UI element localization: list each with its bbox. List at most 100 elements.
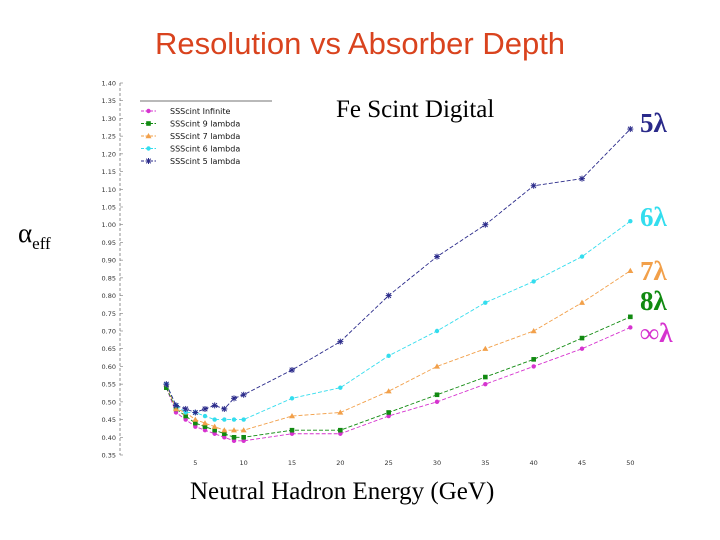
y-axis-label: αeff xyxy=(18,218,51,253)
data-point xyxy=(192,416,199,422)
x-tick-label: 30 xyxy=(433,459,441,467)
legend-entry: SSScint 9 lambda xyxy=(170,120,240,129)
data-point xyxy=(221,427,228,433)
y-tick-label: 1.20 xyxy=(102,150,116,158)
x-tick-label: 15 xyxy=(288,459,296,467)
y-tick-label: 0.95 xyxy=(102,239,116,247)
series-line xyxy=(165,220,631,421)
data-point xyxy=(531,364,536,369)
data-point xyxy=(173,405,179,412)
data-point xyxy=(212,417,217,422)
depth-label-5-lambda: 5λ xyxy=(640,108,667,138)
data-point xyxy=(212,431,217,436)
depth-label-infinite-lambda: ∞λ xyxy=(640,318,673,348)
data-point xyxy=(338,431,343,436)
data-point xyxy=(222,417,227,422)
chart-title: Resolution vs Absorber Depth xyxy=(154,26,566,61)
data-point xyxy=(289,413,295,419)
chart-subtitle: Fe Scint Digital xyxy=(336,96,495,123)
legend-marker xyxy=(146,146,151,151)
depth-label-7-lambda: 7λ xyxy=(640,256,667,286)
data-point xyxy=(579,254,585,259)
data-point xyxy=(192,409,199,416)
data-point xyxy=(434,399,440,405)
data-point xyxy=(240,427,247,433)
data-point xyxy=(202,424,208,429)
y-tick-label: 1.35 xyxy=(102,97,116,105)
data-point xyxy=(386,413,391,419)
y-tick-label: 1.15 xyxy=(102,168,116,176)
data-point xyxy=(628,325,633,330)
data-point xyxy=(289,427,295,433)
data-point xyxy=(289,396,295,401)
legend-entry: SSScint Infinite xyxy=(170,107,231,116)
data-point xyxy=(530,182,537,189)
data-point xyxy=(627,267,634,273)
data-point xyxy=(173,402,179,409)
data-point xyxy=(240,391,247,398)
data-point xyxy=(434,363,440,369)
legend-marker xyxy=(145,133,152,139)
y-tick-label: 1.00 xyxy=(102,221,116,229)
data-point xyxy=(173,410,179,415)
data-point xyxy=(483,381,488,387)
y-tick-label: 0.45 xyxy=(102,416,116,424)
data-point xyxy=(579,175,585,182)
data-point xyxy=(385,388,392,394)
data-point xyxy=(386,410,391,415)
data-point xyxy=(579,299,585,305)
y-tick-label: 1.10 xyxy=(102,186,116,194)
legend-entry: SSScint 7 lambda xyxy=(170,132,240,141)
data-point xyxy=(241,434,246,440)
data-point xyxy=(434,253,440,260)
y-tick-label: 0.85 xyxy=(102,274,116,282)
data-point xyxy=(289,366,295,373)
data-point xyxy=(338,385,343,390)
data-point xyxy=(222,431,227,437)
data-point xyxy=(386,353,391,358)
series-line xyxy=(165,327,631,442)
data-point xyxy=(202,413,208,419)
data-point xyxy=(183,413,188,419)
y-tick-label: 0.55 xyxy=(102,381,116,389)
data-point xyxy=(482,345,489,351)
data-point xyxy=(202,405,208,412)
legend-marker xyxy=(146,108,151,114)
data-point xyxy=(338,427,343,433)
data-point xyxy=(289,431,295,436)
x-axis-label: Neutral Hadron Energy (GeV) xyxy=(190,478,495,505)
x-tick-label: 25 xyxy=(385,459,393,467)
y-tick-label: 1.05 xyxy=(102,204,116,212)
y-tick-label: 0.90 xyxy=(102,257,116,265)
data-point xyxy=(231,434,237,440)
data-point xyxy=(531,279,536,284)
data-point xyxy=(231,438,237,444)
data-point xyxy=(241,417,246,422)
data-point xyxy=(202,420,208,426)
data-point xyxy=(193,424,198,429)
data-point xyxy=(211,423,218,429)
depth-label-6-lambda: 6λ xyxy=(640,202,667,232)
y-tick-label: 1.30 xyxy=(102,115,116,123)
x-tick-label: 20 xyxy=(336,459,344,467)
data-point xyxy=(231,395,237,402)
y-tick-label: 0.50 xyxy=(102,398,116,406)
y-tick-label: 0.80 xyxy=(102,292,116,300)
x-tick-label: 10 xyxy=(240,459,248,467)
data-point xyxy=(193,420,198,426)
data-point xyxy=(530,328,537,334)
depth-label-8-lambda: 8λ xyxy=(640,286,667,316)
data-point xyxy=(241,438,246,444)
data-point xyxy=(211,402,218,409)
data-point xyxy=(628,218,633,224)
y-tick-label: 1.25 xyxy=(102,133,116,141)
y-tick-label: 0.70 xyxy=(102,328,116,336)
x-tick-label: 40 xyxy=(530,459,538,467)
data-point xyxy=(231,417,237,422)
data-point xyxy=(337,409,344,415)
data-point xyxy=(579,335,585,341)
data-point xyxy=(337,338,344,345)
series-line xyxy=(165,128,631,413)
data-point xyxy=(182,405,189,412)
